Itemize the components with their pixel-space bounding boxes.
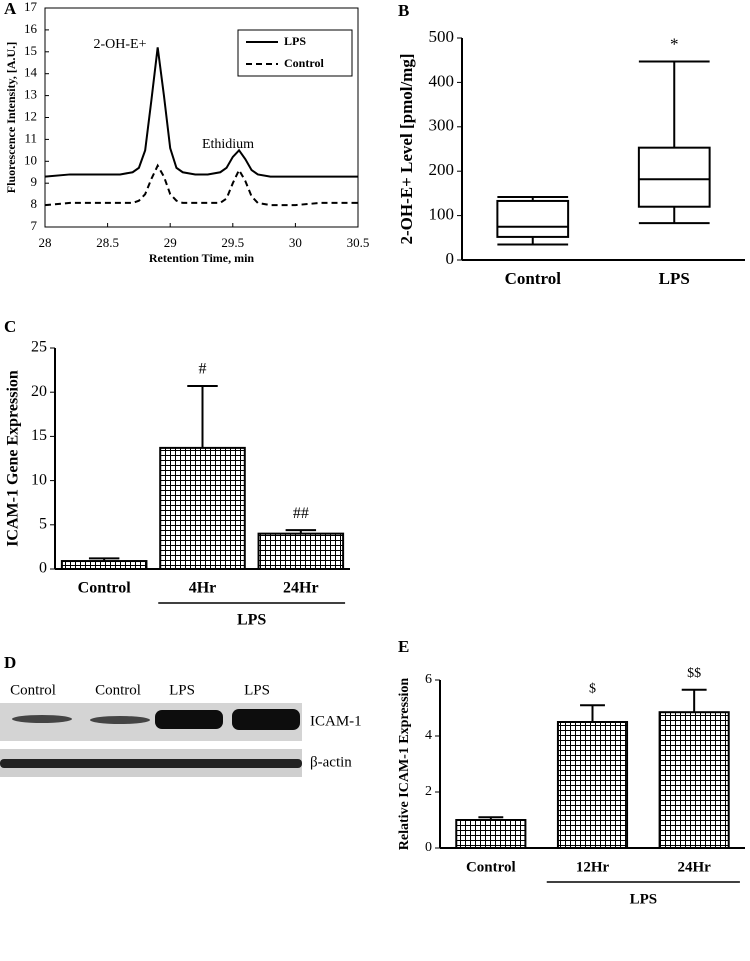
annotation: 2-OH-E+ [94, 37, 147, 52]
y-tick-label: 10 [24, 152, 37, 167]
y-tick-label: 0 [446, 249, 455, 268]
group-label: LPS [237, 612, 266, 629]
x-tick-label: Control [505, 269, 562, 288]
y-tick-label: 15 [31, 427, 47, 444]
y-tick-label: 4 [425, 728, 432, 743]
x-tick-label: 12Hr [576, 859, 610, 875]
x-tick-label: 24Hr [283, 580, 319, 597]
lane-label: Control [95, 682, 141, 698]
panel-label: E [398, 637, 409, 656]
x-tick-label: 29 [164, 235, 177, 250]
blot-band [90, 716, 150, 724]
annotation: Ethidium [202, 137, 254, 152]
bar [257, 532, 345, 571]
series-line [44, 163, 358, 207]
x-tick-label: 28 [39, 235, 52, 250]
lane-label: Control [10, 682, 56, 698]
y-tick-label: 300 [429, 116, 455, 135]
significance-label: # [199, 361, 207, 378]
y-tick-label: 200 [429, 160, 455, 179]
y-tick-label: 2 [425, 784, 432, 799]
bar [658, 711, 730, 850]
y-tick-label: 12 [24, 108, 37, 123]
band-label: β-actin [310, 754, 352, 770]
y-tick-label: 11 [24, 130, 37, 145]
legend-label: Control [284, 56, 324, 70]
y-tick-label: 6 [425, 672, 432, 687]
y-tick-label: 7 [31, 218, 38, 233]
y-tick-label: 100 [429, 205, 455, 224]
box [637, 146, 711, 208]
x-tick-label: 4Hr [189, 580, 217, 597]
y-tick-label: 0 [425, 840, 432, 855]
y-tick-label: 9 [31, 174, 38, 189]
y-tick-label: 5 [39, 515, 47, 532]
x-axis-label: Retention Time, min [149, 251, 255, 265]
x-tick-label: 29.5 [221, 235, 244, 250]
legend-label: LPS [284, 34, 306, 48]
blot-band [0, 759, 302, 768]
y-tick-label: 15 [24, 43, 37, 58]
lane-label: LPS [169, 682, 195, 698]
panel-label: D [4, 653, 16, 672]
x-tick-label: 28.5 [96, 235, 119, 250]
blot-band [155, 710, 223, 729]
y-axis-label: Fluorescence Intensity, [A.U.] [4, 42, 18, 193]
x-tick-label: 24Hr [678, 859, 712, 875]
blot-band [232, 709, 300, 730]
y-tick-label: 14 [24, 65, 38, 80]
bar [455, 819, 527, 849]
y-axis-label: ICAM-1 Gene Expression [5, 370, 22, 547]
x-tick-label: 30 [289, 235, 302, 250]
y-tick-label: 13 [24, 87, 37, 102]
x-tick-label: Control [78, 580, 132, 597]
panel-label: A [4, 0, 17, 18]
lane-label: LPS [244, 682, 270, 698]
x-tick-label: Control [466, 859, 516, 875]
panel-label: B [398, 1, 409, 20]
y-tick-label: 16 [24, 21, 38, 36]
group-label: LPS [630, 891, 658, 907]
x-tick-label: 30.5 [347, 235, 370, 250]
y-tick-label: 8 [31, 196, 38, 211]
x-tick-label: LPS [659, 269, 690, 288]
significance-label: $ [589, 681, 596, 696]
y-tick-label: 10 [31, 471, 47, 488]
legend-box [237, 29, 353, 77]
y-axis-label: Relative ICAM-1 Expression [397, 678, 412, 851]
y-tick-label: 20 [31, 383, 47, 400]
bar [556, 721, 629, 849]
significance-label: ## [293, 505, 309, 522]
y-tick-label: 17 [24, 0, 38, 14]
y-tick-label: 400 [429, 71, 455, 90]
blot-band [12, 715, 72, 723]
bar [60, 560, 148, 571]
y-tick-label: 25 [31, 339, 47, 356]
y-tick-label: 0 [39, 560, 47, 577]
y-tick-label: 500 [429, 27, 455, 46]
panel-label: C [4, 317, 16, 336]
series-line [44, 47, 358, 178]
band-label: ICAM-1 [310, 713, 362, 729]
plot-frame [44, 7, 359, 228]
y-axis-label: 2-OH-E+ Level [pmol/mg] [397, 54, 416, 245]
box [496, 199, 570, 238]
bar [159, 446, 246, 570]
significance-label: $$ [687, 666, 701, 681]
blot-panel: D Control Control LPS LPS ICAM-1 β-actin [0, 653, 362, 777]
significance-label: * [670, 34, 679, 53]
